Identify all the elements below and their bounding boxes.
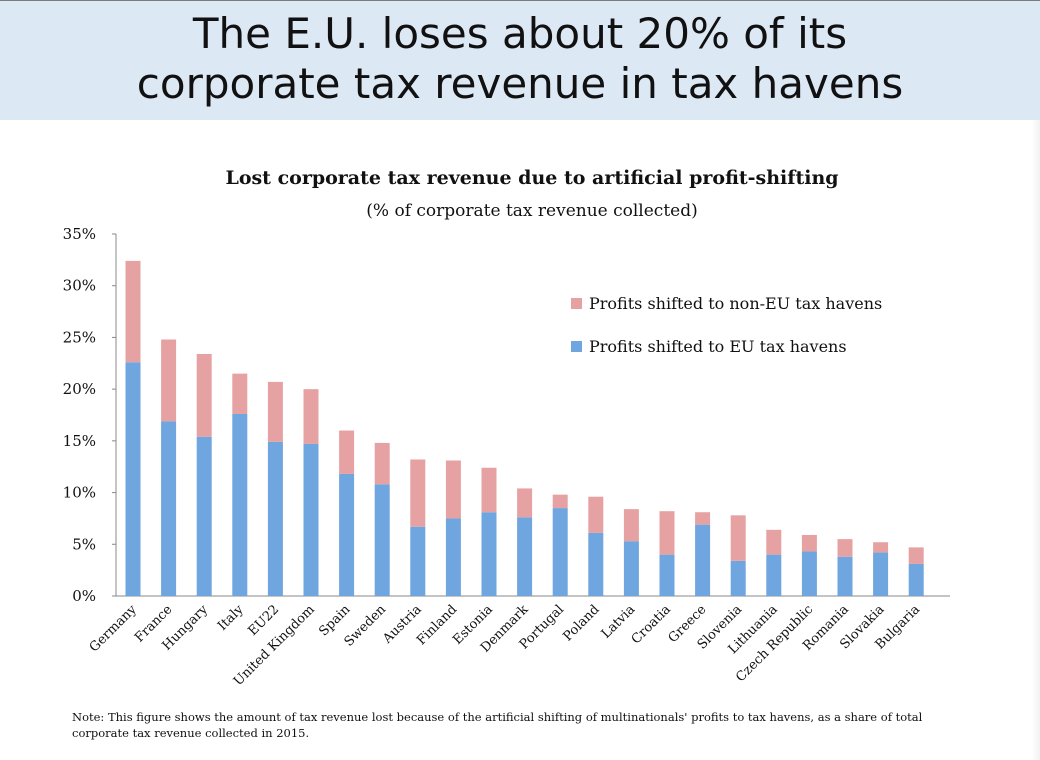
bar-non-eu-slovenia	[730, 515, 746, 561]
bar-non-eu-romania	[837, 539, 853, 557]
y-tick-label: 10%	[63, 484, 96, 502]
bar-non-eu-eu22	[267, 381, 283, 442]
bar-non-eu-hungary	[196, 353, 212, 437]
bar-non-eu-czech-republic	[801, 534, 817, 552]
bar-non-eu-bulgaria	[908, 547, 924, 564]
bar-non-eu-greece	[695, 512, 711, 525]
y-tick-label: 30%	[63, 277, 96, 295]
chart-note: Note: This figure shows the amount of ta…	[72, 710, 923, 740]
bar-eu-slovenia	[730, 560, 746, 596]
y-tick-label: 5%	[72, 535, 96, 553]
bar-eu-czech-republic	[801, 551, 817, 596]
bar-non-eu-poland	[588, 496, 604, 533]
bar-eu-finland	[445, 518, 461, 596]
bar-eu-eu22	[267, 441, 283, 596]
y-tick-label: 20%	[63, 380, 96, 398]
bar-eu-sweden	[374, 484, 390, 596]
y-tick-label: 0%	[72, 587, 96, 605]
bar-eu-romania	[837, 556, 853, 596]
bar-eu-lithuania	[766, 554, 782, 596]
bar-non-eu-lithuania	[766, 529, 782, 555]
bar-eu-italy	[232, 413, 248, 596]
bar-non-eu-spain	[339, 430, 355, 474]
bar-eu-poland	[588, 532, 604, 596]
bar-eu-spain	[339, 473, 355, 596]
bar-chart: Lost corporate tax revenue due to artifi…	[63, 167, 950, 689]
bar-eu-croatia	[659, 554, 675, 596]
bar-non-eu-slovakia	[873, 542, 889, 553]
bar-eu-france	[161, 421, 177, 596]
legend-swatch-eu	[571, 341, 582, 352]
bar-non-eu-sweden	[374, 442, 390, 485]
bar-non-eu-finland	[445, 460, 461, 519]
bar-eu-slovakia	[873, 552, 889, 596]
slide-title-line-2: corporate tax revenue in tax havens	[136, 59, 904, 108]
bar-non-eu-latvia	[623, 509, 639, 542]
slide-title-line-1: The E.U. loses about 20% of its	[192, 9, 848, 58]
x-tick-label: Italy	[215, 602, 247, 634]
bar-non-eu-germany	[125, 260, 141, 363]
y-tick-label: 25%	[63, 328, 96, 346]
bar-non-eu-portugal	[552, 494, 568, 509]
bar-non-eu-italy	[232, 373, 248, 414]
bar-eu-united-kingdom	[303, 443, 319, 596]
bar-eu-hungary	[196, 436, 212, 596]
bar-eu-austria	[410, 526, 426, 596]
bar-eu-portugal	[552, 508, 568, 596]
bar-eu-germany	[125, 362, 141, 596]
bar-eu-estonia	[481, 512, 497, 596]
bar-eu-denmark	[517, 517, 533, 596]
bar-eu-bulgaria	[908, 563, 924, 596]
bar-non-eu-austria	[410, 459, 426, 527]
slide-title: The E.U. loses about 20% of its corporat…	[0, 9, 1040, 109]
bar-non-eu-france	[161, 339, 177, 422]
bar-eu-greece	[695, 524, 711, 596]
chart-title: Lost corporate tax revenue due to artifi…	[225, 167, 838, 189]
bar-non-eu-united-kingdom	[303, 389, 319, 444]
x-tick-label: Poland	[560, 602, 602, 644]
bar-eu-latvia	[623, 541, 639, 596]
x-tick-label: Croatia	[629, 602, 674, 647]
bar-non-eu-croatia	[659, 511, 675, 555]
y-tick-label: 15%	[63, 432, 96, 450]
x-tick-label: Germany	[87, 602, 141, 656]
legend-label-eu: Profits shifted to EU tax havens	[589, 337, 847, 356]
bar-non-eu-estonia	[481, 467, 497, 513]
chart-subtitle: (% of corporate tax revenue collected)	[366, 201, 697, 221]
bar-non-eu-denmark	[517, 488, 533, 518]
legend-label-non-eu: Profits shifted to non-EU tax havens	[589, 294, 882, 313]
slide-header: The E.U. loses about 20% of its corporat…	[0, 0, 1040, 120]
y-tick-label: 35%	[63, 225, 96, 243]
slide-edge-shadow	[1032, 120, 1040, 760]
legend-swatch-non-eu	[571, 298, 582, 309]
